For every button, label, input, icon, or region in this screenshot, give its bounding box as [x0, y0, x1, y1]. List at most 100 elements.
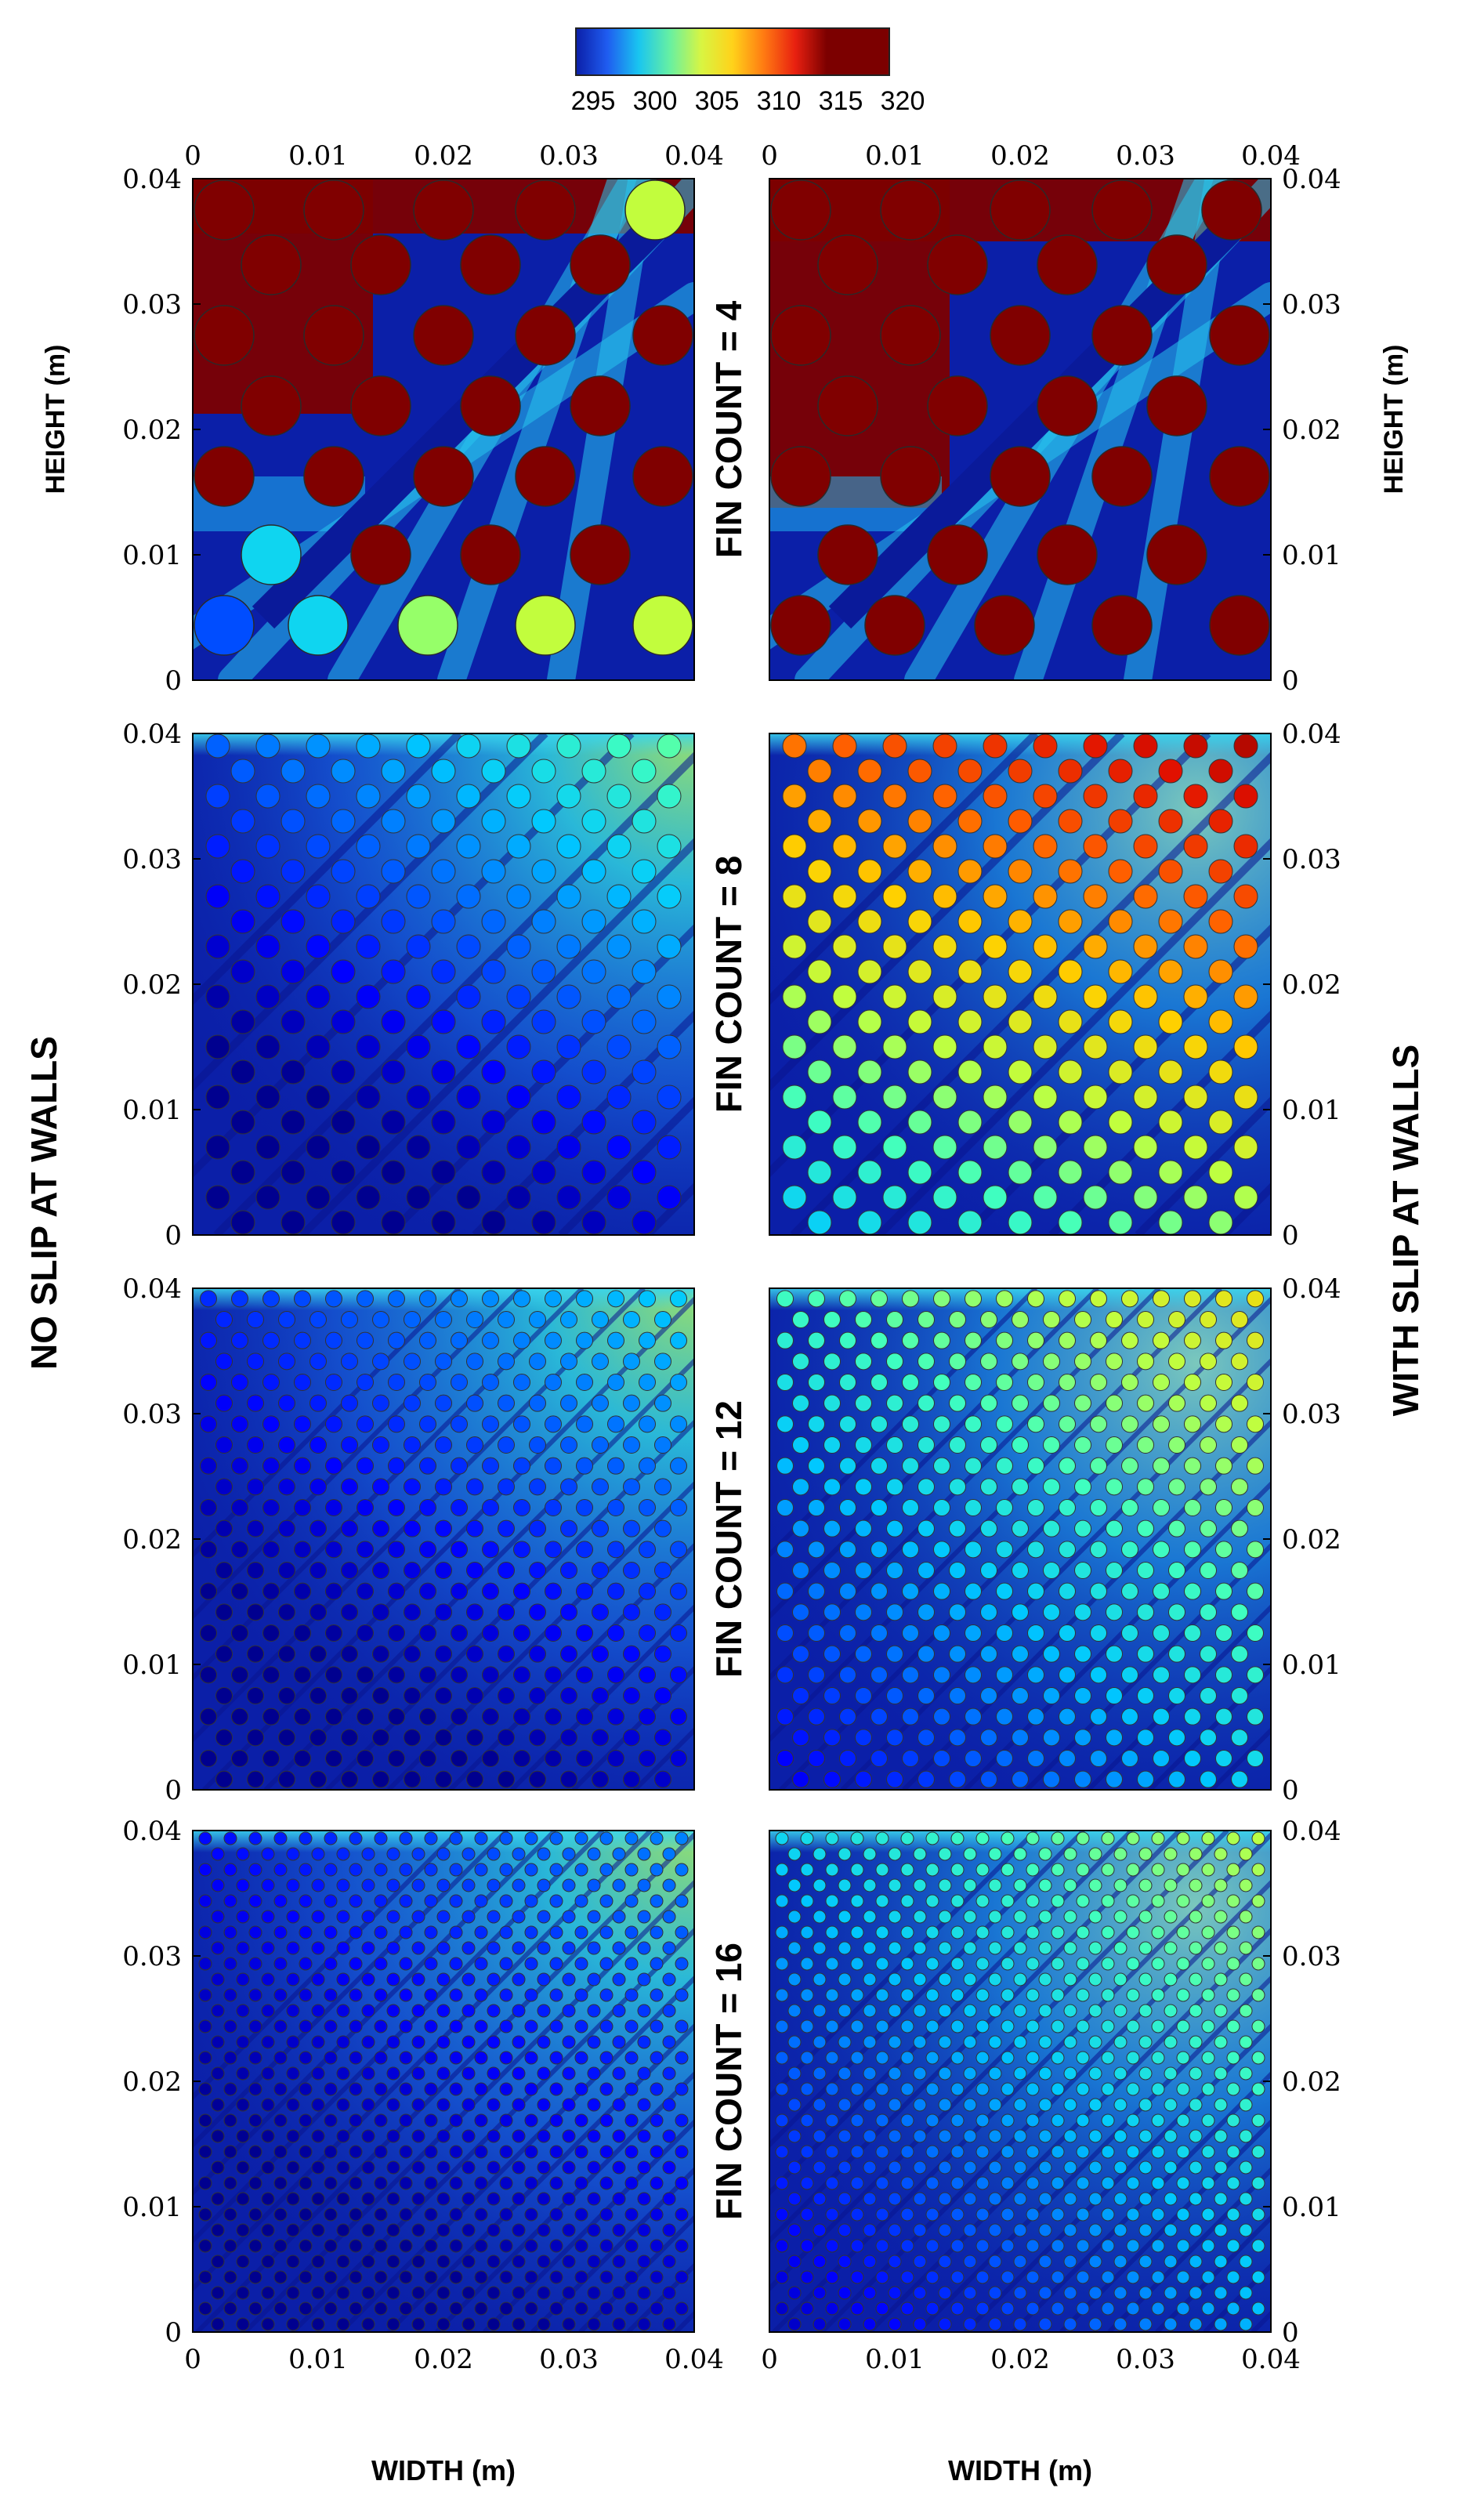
fin [1126, 1863, 1140, 1877]
fin [808, 1290, 825, 1308]
fin [933, 1374, 950, 1391]
fin [988, 2286, 1002, 2300]
fin [331, 1059, 356, 1085]
fin [957, 859, 983, 884]
fin [1226, 1957, 1240, 1971]
fin [562, 2254, 576, 2269]
fin [336, 1878, 350, 1892]
fin [800, 2302, 814, 2316]
fin [436, 2160, 451, 2175]
fin [787, 2286, 802, 2300]
fin [487, 2004, 501, 2018]
fin [411, 1847, 425, 1861]
fin [900, 1988, 914, 2002]
fin [1247, 1582, 1264, 1600]
fin [1151, 1863, 1165, 1877]
fin [938, 2035, 952, 2049]
fin [957, 809, 983, 834]
fin [1101, 2019, 1115, 2034]
fin [599, 2176, 614, 2190]
fin [436, 2317, 451, 2331]
fin [247, 1394, 264, 1412]
fin [223, 2270, 237, 2284]
fin [857, 859, 882, 884]
fin [399, 2270, 413, 2284]
fin [938, 1847, 952, 1861]
fin [938, 1910, 952, 1924]
y-tick-label: 0.04 [122, 164, 182, 195]
fin [273, 2207, 288, 2222]
fin [1101, 1863, 1115, 1877]
fin [1247, 1708, 1264, 1726]
fin [451, 1415, 468, 1433]
fin [870, 1290, 888, 1308]
fin [918, 1353, 935, 1371]
fin [1251, 2051, 1265, 2065]
fin [1226, 2113, 1240, 2128]
fin [524, 1957, 538, 1971]
fin [451, 1666, 468, 1684]
fin [336, 1910, 350, 1924]
flow-streak [769, 1288, 1099, 1620]
fin [888, 2254, 902, 2269]
fin [374, 2207, 388, 2222]
fin [1058, 1160, 1083, 1185]
fin [927, 375, 988, 436]
x-tick-label: 0.01 [865, 2344, 925, 2375]
fin [512, 2004, 526, 2018]
fin [662, 1972, 676, 1986]
fin [587, 2004, 601, 2018]
y-tick-label: 0 [1282, 665, 1299, 697]
fin [545, 1457, 562, 1475]
fin [1214, 2192, 1228, 2206]
fin [832, 884, 857, 909]
fin [431, 1009, 456, 1034]
fin [1076, 2019, 1090, 2034]
fin [211, 2098, 225, 2112]
fin [1239, 1847, 1253, 1861]
fin [306, 834, 331, 859]
fin [273, 2019, 288, 2034]
fin [650, 2270, 664, 2284]
fin [499, 2113, 513, 2128]
fin [907, 1110, 932, 1135]
fin [1251, 1925, 1265, 1939]
fin [1233, 1034, 1258, 1059]
fin [404, 1562, 421, 1579]
fin [431, 959, 456, 984]
fin [576, 1331, 593, 1349]
fin [211, 2129, 225, 2143]
flow-streak [483, 2118, 694, 2332]
fin [481, 759, 506, 784]
fin [374, 1925, 388, 1939]
fin [1013, 2035, 1027, 2049]
fin [1101, 1831, 1115, 1845]
fin [1231, 1311, 1248, 1328]
fin [650, 2019, 664, 2034]
fin [1176, 2239, 1190, 2253]
fin [612, 2317, 626, 2331]
fin [325, 1541, 342, 1559]
fin [537, 1972, 551, 1986]
fin [1164, 1972, 1178, 1986]
fin [957, 1210, 983, 1235]
fin [925, 2176, 939, 2190]
fin [1051, 2176, 1065, 2190]
fin [963, 2286, 977, 2300]
fin [1027, 1331, 1044, 1349]
fin [637, 2066, 651, 2081]
fin [807, 909, 832, 934]
fin [336, 2035, 350, 2049]
fin [1090, 1415, 1107, 1433]
fin [1101, 2302, 1115, 2316]
fin [236, 1847, 250, 1861]
fin [782, 1085, 807, 1110]
fin [574, 1988, 588, 2002]
fin [1076, 2051, 1090, 2065]
fin [499, 1957, 513, 1971]
fin [1038, 2192, 1052, 2206]
fin [545, 1624, 562, 1642]
fin [515, 305, 576, 366]
fin [474, 2145, 488, 2159]
